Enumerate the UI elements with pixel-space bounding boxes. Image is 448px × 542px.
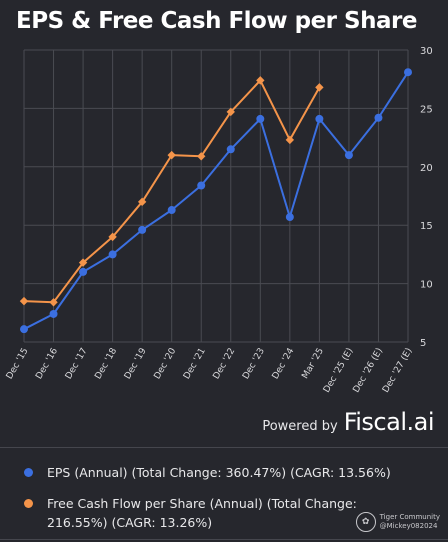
x-tick-label: Dec '22 (212, 347, 238, 382)
x-tick-label: Dec '18 (93, 346, 119, 381)
legend-label-fcf: Free Cash Flow per Share (Annual) (Total… (47, 496, 357, 530)
watermark-user: @Mickey082024 (379, 522, 438, 530)
data-point-eps (79, 267, 88, 276)
x-tick-label: Mar '25 (300, 347, 326, 381)
legend-swatch-eps (24, 468, 33, 477)
y-tick-label: 10 (420, 280, 433, 291)
chart-title: EPS & Free Cash Flow per Share (16, 8, 417, 34)
x-tick-label: Dec '19 (123, 346, 149, 381)
data-point-fcf (137, 197, 147, 207)
data-point-fcf (285, 135, 295, 145)
x-tick-label: Dec '21 (182, 347, 208, 382)
watermark-community: Tiger Community (379, 513, 440, 521)
legend-swatch-fcf (24, 499, 33, 508)
x-tick-label: Dec '20 (153, 346, 179, 381)
x-tick-label: Dec '27 (E) (381, 347, 415, 395)
y-tick-label: 20 (420, 163, 433, 174)
data-point-eps (344, 151, 353, 160)
powered-by-badge[interactable]: Powered by Fiscal.ai (262, 408, 434, 436)
data-point-eps (285, 213, 294, 222)
data-point-fcf (78, 258, 88, 267)
x-tick-label: Dec '26 (E) (352, 347, 386, 395)
data-point-eps (226, 145, 235, 154)
watermark: ✿ Tiger Community @Mickey082024 (355, 512, 440, 532)
data-point-eps (404, 68, 412, 77)
data-point-fcf (256, 76, 265, 85)
data-point-fcf (226, 107, 235, 117)
y-tick-label: 25 (420, 104, 433, 115)
powered-by-label: Powered by (262, 419, 338, 434)
brand-logo: Fiscal.ai (343, 408, 435, 436)
data-point-fcf (167, 150, 176, 160)
data-point-eps (20, 325, 28, 334)
y-tick-label: 15 (420, 221, 433, 232)
y-tick-label: 5 (420, 338, 426, 349)
x-tick-label: Dec '15 (5, 347, 31, 382)
data-point-fcf (108, 232, 117, 242)
data-point-eps (108, 250, 117, 259)
legend-item-fcf: Free Cash Flow per Share (Annual) (Total… (24, 494, 417, 532)
data-point-eps (138, 225, 147, 234)
data-point-fcf (49, 298, 58, 307)
data-point-eps (167, 206, 176, 215)
legend-label-eps: EPS (Annual) (Total Change: 360.47%) (CA… (47, 465, 391, 480)
y-tick-label: 30 (420, 46, 433, 57)
legend-item-eps: EPS (Annual) (Total Change: 360.47%) (CA… (24, 463, 417, 482)
data-point-eps (197, 181, 206, 190)
tiger-community-logo-icon: ✿ (355, 512, 376, 532)
data-point-fcf (315, 83, 324, 92)
data-point-eps (315, 114, 324, 123)
data-point-eps (374, 113, 383, 122)
data-point-eps (256, 114, 265, 123)
legend-divider-bottom (0, 539, 448, 540)
legend-divider-top (0, 447, 448, 448)
x-tick-label: Dec '16 (34, 346, 60, 381)
x-tick-label: Dec '25 (E) (322, 347, 356, 395)
x-tick-label: Dec '17 (64, 347, 90, 382)
data-point-fcf (19, 296, 29, 306)
x-tick-label: Dec '24 (271, 346, 297, 381)
data-point-fcf (197, 152, 206, 161)
data-point-eps (49, 309, 58, 318)
x-tick-label: Dec '23 (241, 347, 267, 382)
series-line-eps (23, 71, 409, 331)
